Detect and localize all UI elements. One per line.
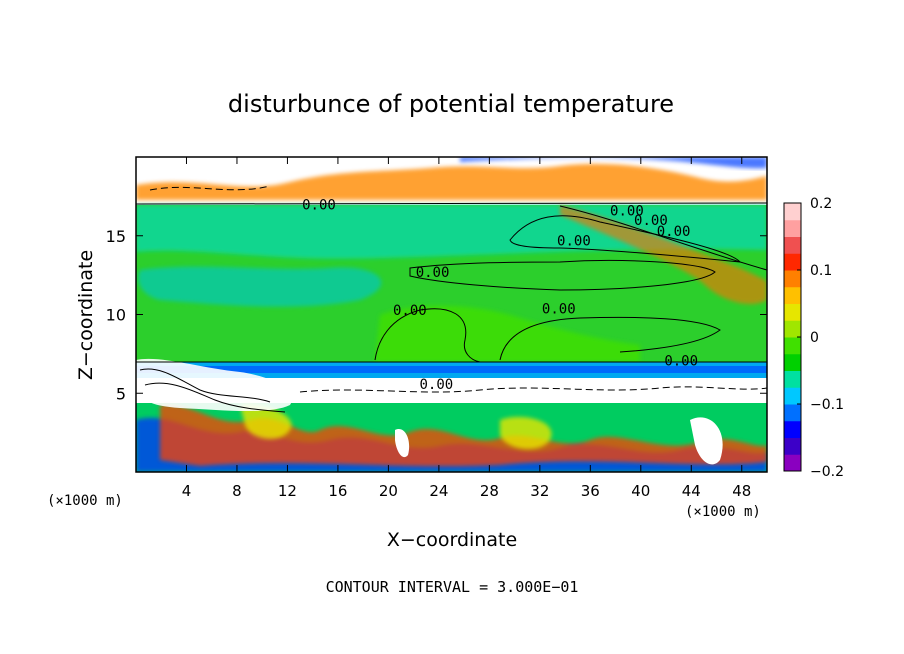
- contour-interval-note: CONTOUR INTERVAL = 3.000E−01: [326, 578, 579, 596]
- colorbar-ticks: 0.2 0.1 0 −0.1 −0.2: [797, 196, 844, 480]
- contour-label: 0.00: [657, 224, 691, 240]
- contour-dashed-upper: [149, 185, 271, 191]
- x-unit-label: (×1000 m): [685, 504, 761, 520]
- contour-label: 0.00: [542, 301, 576, 317]
- colorbar-tick-label: 0.1: [810, 263, 832, 279]
- contour-label: 0.00: [557, 234, 591, 250]
- lower-red-blobs: [160, 404, 767, 467]
- x-tick-label: 32: [530, 482, 549, 500]
- x-tick-label: 40: [631, 482, 650, 500]
- colorbar-cell: [784, 437, 801, 455]
- x-tick-label: 28: [480, 482, 499, 500]
- x-tick-label: 44: [682, 482, 701, 500]
- contour-label: 0.00: [416, 265, 450, 281]
- colorbar-cell: [784, 320, 801, 338]
- colorbar-cell: [784, 454, 801, 472]
- y-tick-label: 10: [106, 306, 126, 325]
- colorbar-cell: [784, 337, 801, 355]
- x-tick-label: 12: [278, 482, 297, 500]
- y-tick-label: 15: [106, 227, 126, 246]
- x-tick-label: 48: [732, 482, 751, 500]
- upper-blue-patch: [460, 157, 767, 169]
- x-tick-label: 4: [182, 482, 192, 500]
- contour-central-lobe: [374, 308, 481, 363]
- y-axis-title: Z−coordinate: [75, 250, 97, 380]
- colorbar-tick-label: 0: [810, 330, 819, 346]
- colorbar-cell: [784, 387, 801, 405]
- upper-cyan-layer: [136, 205, 767, 259]
- contour-label: 0.00: [419, 377, 453, 393]
- x-tick-label: 20: [379, 482, 398, 500]
- colorbar-cell: [784, 303, 801, 321]
- colorbar-cell: [784, 404, 801, 422]
- contour-west-swirl-2: [144, 382, 286, 413]
- contour-mid-loop: [409, 259, 716, 291]
- colorbar-cell: [784, 370, 801, 388]
- contour-right-lobe: [499, 316, 721, 361]
- chart-title: disturbunce of potential temperature: [228, 90, 674, 118]
- contour-label: 0.00: [393, 303, 427, 319]
- temperature-field: 0.000.000.000.00 0.000.000.000.000.000.00: [136, 157, 767, 472]
- contour-dashed-lower: [299, 386, 767, 393]
- contour-label: 0.00: [664, 353, 698, 369]
- colorbar: 0.2 0.1 0 −0.1 −0.2: [783, 196, 844, 480]
- contour-label: 0.00: [634, 213, 668, 229]
- contour-labels: 0.000.000.000.00 0.000.000.000.000.000.00: [302, 197, 698, 393]
- colorbar-tick-label: −0.1: [810, 397, 844, 413]
- colorbar-cell: [784, 286, 801, 304]
- y-axis-ticks: 5 10 15: [106, 227, 767, 403]
- x-tick-label: 8: [232, 482, 242, 500]
- colorbar-cell: [784, 270, 801, 288]
- mid-cyan-patch: [138, 266, 382, 307]
- colorbar-tick-label: 0.2: [810, 196, 832, 212]
- contour-label: 0.00: [302, 197, 336, 213]
- z-unit-label: (×1000 m): [47, 493, 123, 509]
- upper-warm-streak: [136, 163, 767, 200]
- x-tick-label: 16: [328, 482, 347, 500]
- colorbar-cell: [784, 203, 801, 221]
- colorbar-cell: [784, 219, 801, 237]
- contour-label: 0.00: [610, 204, 644, 220]
- colorbar-cell: [784, 353, 801, 371]
- x-axis-title: X−coordinate: [387, 529, 517, 551]
- contour-upper-boundary: [136, 202, 767, 205]
- contour-west-swirl-1: [139, 368, 271, 403]
- colorbar-tick-label: −0.2: [810, 464, 844, 480]
- x-tick-label: 24: [429, 482, 448, 500]
- central-green-patch: [375, 305, 640, 362]
- colorbar-cell: [784, 236, 801, 254]
- y-tick-label: 5: [116, 384, 126, 403]
- colorbar-cell: [784, 420, 801, 438]
- contour-lines: [136, 185, 767, 413]
- cold-layer-core: [136, 366, 767, 373]
- x-tick-label: 36: [581, 482, 600, 500]
- contour-diagonal-line: [559, 205, 767, 271]
- colorbar-cells: [784, 203, 801, 472]
- x-axis-ticks: 4 8 12 16 20 24 28 32 36 40 44 48: [182, 157, 751, 500]
- colorbar-cell: [784, 253, 801, 271]
